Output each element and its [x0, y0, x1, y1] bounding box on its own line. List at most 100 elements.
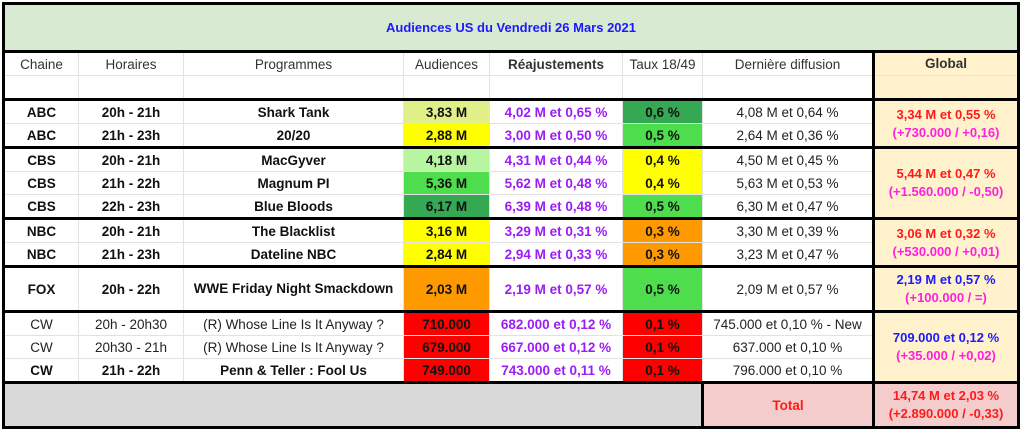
global-main: 5,44 M et 0,47 %: [896, 166, 996, 181]
cell-programme: Magnum PI: [183, 171, 404, 195]
header-programmes: Programmes: [183, 51, 404, 76]
cell-reajustement: 667.000 et 0,12 %: [489, 335, 623, 359]
cell-audience: 679.000: [403, 335, 490, 359]
table-row: CBS 20h - 21h MacGyver 4,18 M 4,31 M et …: [3, 146, 1020, 219]
header-horaires: Horaires: [78, 51, 184, 76]
cell-programme: Shark Tank: [183, 98, 404, 124]
cell-taux: 0,3 %: [622, 217, 703, 243]
cell-audience: 710.000: [403, 310, 490, 336]
cell-reajustement: 2,94 M et 0,33 %: [489, 242, 623, 267]
cell-reajustement: 2,19 M et 0,57 %: [489, 265, 623, 312]
cell-global: 5,44 M et 0,47 % (+1.560.000 / -0,50): [872, 146, 1020, 219]
table-row: CW 20h - 20h30 (R) Whose Line Is It Anyw…: [3, 310, 1020, 383]
cell-taux: 0,1 %: [622, 310, 703, 336]
cell-taux: 0,5 %: [622, 265, 703, 312]
cell-horaires: 20h - 21h: [78, 217, 184, 243]
cell-reajustement: 743.000 et 0,11 %: [489, 358, 623, 383]
cell-programme: The Blacklist: [183, 217, 404, 243]
cell-chaine: ABC: [3, 123, 79, 148]
global-main: 3,34 M et 0,55 %: [896, 106, 996, 122]
global-main: 2,19 M et 0,57 %: [896, 272, 996, 287]
cell-taux: 0,3 %: [622, 242, 703, 267]
cell-audience: 2,88 M: [403, 123, 490, 148]
table-row: CW 21h - 22h Penn & Teller : Fool Us 749…: [3, 358, 1019, 383]
cell-derniere: 6,30 M et 0,47 %: [702, 194, 874, 219]
table-title: Audiences US du Vendredi 26 Mars 2021: [3, 3, 1019, 53]
cell-global: 2,19 M et 0,57 % (+100.000 / =): [872, 265, 1020, 312]
total-value: 14,74 M et 2,03 % (+2.890.000 / -0,33): [872, 381, 1020, 428]
table-row: NBC 20h - 21h The Blacklist 3,16 M 3,29 …: [3, 217, 1020, 267]
cell-chaine: CW: [3, 310, 79, 336]
cell-global: 3,06 M et 0,32 % (+530.000 / +0,01): [872, 217, 1020, 267]
cell-global: 3,34 M et 0,55 % (+730.000 / +0,16): [872, 98, 1020, 148]
global-delta: (+1.560.000 / -0,50): [888, 184, 1004, 199]
cell-reajustement: 5,62 M et 0,48 %: [489, 171, 623, 195]
cell-chaine: CBS: [3, 146, 79, 172]
cell-programme: Blue Bloods: [183, 194, 404, 219]
global-main: 3,06 M et 0,32 %: [896, 225, 996, 241]
cell-horaires: 21h - 23h: [78, 242, 184, 267]
global-delta: (+35.000 / +0,02): [896, 348, 996, 363]
header-reajustements: Réajustements: [489, 51, 623, 76]
table-row: CBS 22h - 23h Blue Bloods 6,17 M 6,39 M …: [3, 194, 1019, 219]
cell-taux: 0,1 %: [622, 358, 703, 383]
cell-audience: 5,36 M: [403, 171, 490, 195]
cell-reajustement: 3,29 M et 0,31 %: [489, 217, 623, 243]
cell-taux: 0,4 %: [622, 171, 703, 195]
cell-chaine: ABC: [3, 98, 79, 124]
table-row: NBC 21h - 23h Dateline NBC 2,84 M 2,94 M…: [3, 242, 1019, 267]
cell-audience: 2,03 M: [403, 265, 490, 312]
cell-audience: 3,83 M: [403, 98, 490, 124]
cell-horaires: 20h - 21h: [78, 146, 184, 172]
cell-derniere: 745.000 et 0,10 % - New: [702, 310, 874, 336]
cell-programme: Penn & Teller : Fool Us: [183, 358, 404, 383]
header-derniere: Dernière diffusion: [702, 51, 874, 76]
cell-chaine: NBC: [3, 242, 79, 267]
cell-chaine: FOX: [3, 265, 79, 312]
cell-taux: 0,4 %: [622, 146, 703, 172]
table-row: ABC 21h - 23h 20/20 2,88 M 3,00 M et 0,5…: [3, 123, 1019, 148]
cell-audience: 749.000: [403, 358, 490, 383]
cell-taux: 0,1 %: [622, 335, 703, 359]
global-delta: (+530.000 / +0,01): [892, 243, 1000, 259]
cell-derniere: 4,50 M et 0,45 %: [702, 146, 874, 172]
table-row: CW 20h30 - 21h (R) Whose Line Is It Anyw…: [3, 335, 1019, 359]
cell-programme: Dateline NBC: [183, 242, 404, 267]
cell-reajustement: 4,31 M et 0,44 %: [489, 146, 623, 172]
cell-derniere: 5,63 M et 0,53 %: [702, 171, 874, 195]
total-delta: (+2.890.000 / -0,33): [888, 406, 1004, 421]
table-row: CBS 21h - 22h Magnum PI 5,36 M 5,62 M et…: [3, 171, 1019, 195]
cell-reajustement: 3,00 M et 0,50 %: [489, 123, 623, 148]
cell-programme: MacGyver: [183, 146, 404, 172]
header-audiences: Audiences: [403, 51, 490, 76]
global-delta: (+730.000 / +0,16): [892, 124, 1000, 140]
table-row: ABC 20h - 21h Shark Tank 3,83 M 4,02 M e…: [3, 98, 1020, 148]
cell-programme: WWE Friday Night Smackdown: [183, 265, 404, 312]
cell-chaine: NBC: [3, 217, 79, 243]
cell-audience: 2,84 M: [403, 242, 490, 267]
cell-audience: 3,16 M: [403, 217, 490, 243]
cell-horaires: 20h30 - 21h: [78, 335, 184, 359]
cell-horaires: 21h - 23h: [78, 123, 184, 148]
total-label: Total: [702, 381, 874, 428]
cell-taux: 0,6 %: [622, 98, 703, 124]
cell-audience: 6,17 M: [403, 194, 490, 219]
cell-programme: 20/20: [183, 123, 404, 148]
cell-derniere: 3,30 M et 0,39 %: [702, 217, 874, 243]
cell-derniere: 796.000 et 0,10 %: [702, 358, 874, 383]
cell-taux: 0,5 %: [622, 123, 703, 148]
cell-derniere: 2,09 M et 0,57 %: [702, 265, 874, 312]
cell-derniere: 2,64 M et 0,36 %: [702, 123, 874, 148]
cell-chaine: CW: [3, 358, 79, 383]
cell-horaires: 20h - 21h: [78, 98, 184, 124]
cell-chaine: CBS: [3, 194, 79, 219]
cell-reajustement: 4,02 M et 0,65 %: [489, 98, 623, 124]
cell-programme: (R) Whose Line Is It Anyway ?: [183, 310, 404, 336]
cell-horaires: 21h - 22h: [78, 358, 184, 383]
cell-horaires: 22h - 23h: [78, 194, 184, 219]
cell-horaires: 20h - 22h: [78, 265, 184, 312]
cell-programme: (R) Whose Line Is It Anyway ?: [183, 335, 404, 359]
cell-horaires: 20h - 20h30: [78, 310, 184, 336]
cell-chaine: CBS: [3, 171, 79, 195]
header-global: Global: [872, 50, 1020, 76]
